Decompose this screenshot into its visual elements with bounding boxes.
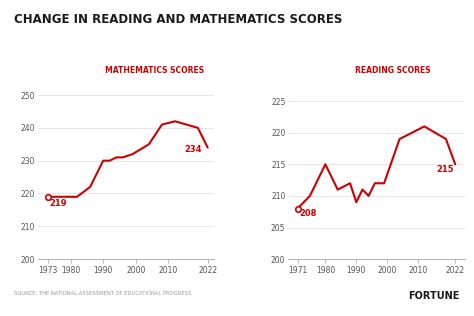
Text: CHANGE IN READING AND MATHEMATICS SCORES: CHANGE IN READING AND MATHEMATICS SCORES bbox=[14, 13, 343, 26]
Text: 234: 234 bbox=[185, 145, 202, 155]
Text: 208: 208 bbox=[299, 209, 317, 218]
Text: MATHEMATICS SCORES: MATHEMATICS SCORES bbox=[105, 66, 204, 75]
Text: 219: 219 bbox=[49, 199, 67, 208]
Text: 215: 215 bbox=[437, 165, 454, 174]
Text: FORTUNE: FORTUNE bbox=[409, 291, 460, 301]
Text: SOURCE: THE NATIONAL ASSESSMENT OF EDUCATIONAL PROGRESS: SOURCE: THE NATIONAL ASSESSMENT OF EDUCA… bbox=[14, 291, 191, 296]
Text: READING SCORES: READING SCORES bbox=[355, 66, 431, 75]
